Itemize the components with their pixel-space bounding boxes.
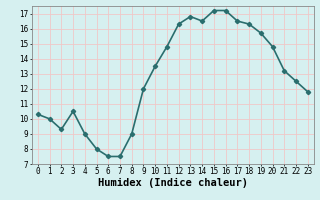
X-axis label: Humidex (Indice chaleur): Humidex (Indice chaleur) (98, 178, 248, 188)
